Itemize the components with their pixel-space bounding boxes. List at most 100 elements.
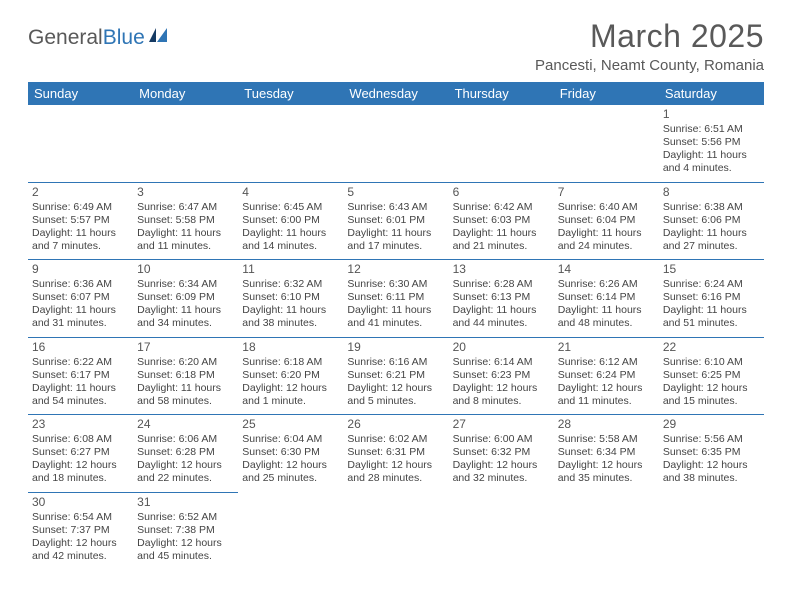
calendar-cell: 27Sunrise: 6:00 AMSunset: 6:32 PMDayligh… <box>449 415 554 493</box>
calendar-cell: 3Sunrise: 6:47 AMSunset: 5:58 PMDaylight… <box>133 182 238 260</box>
calendar-cell-empty <box>554 105 659 182</box>
day-number: 17 <box>137 340 234 355</box>
day-number: 4 <box>242 185 339 200</box>
sunset-text: Sunset: 6:28 PM <box>137 446 234 459</box>
daylight-text: Daylight: 12 hours and 32 minutes. <box>453 459 550 485</box>
day-number: 25 <box>242 417 339 432</box>
day-number: 12 <box>347 262 444 277</box>
calendar-cell-empty <box>449 105 554 182</box>
logo: GeneralBlue <box>28 18 171 50</box>
logo-text-blue: Blue <box>103 26 145 50</box>
sunset-text: Sunset: 6:30 PM <box>242 446 339 459</box>
day-number: 14 <box>558 262 655 277</box>
sunset-text: Sunset: 6:04 PM <box>558 214 655 227</box>
calendar-cell: 30Sunrise: 6:54 AMSunset: 7:37 PMDayligh… <box>28 492 133 569</box>
daylight-text: Daylight: 11 hours and 51 minutes. <box>663 304 760 330</box>
day-number: 24 <box>137 417 234 432</box>
sunset-text: Sunset: 6:03 PM <box>453 214 550 227</box>
day-number: 9 <box>32 262 129 277</box>
day-number: 1 <box>663 107 760 122</box>
sunset-text: Sunset: 6:13 PM <box>453 291 550 304</box>
sunset-text: Sunset: 6:23 PM <box>453 369 550 382</box>
day-number: 31 <box>137 495 234 510</box>
sunrise-text: Sunrise: 6:47 AM <box>137 201 234 214</box>
sunrise-text: Sunrise: 6:06 AM <box>137 433 234 446</box>
calendar-cell-empty <box>343 105 448 182</box>
sunset-text: Sunset: 6:21 PM <box>347 369 444 382</box>
calendar-row: 2Sunrise: 6:49 AMSunset: 5:57 PMDaylight… <box>28 182 764 260</box>
daylight-text: Daylight: 11 hours and 17 minutes. <box>347 227 444 253</box>
flag-icon <box>149 26 171 50</box>
calendar-cell: 22Sunrise: 6:10 AMSunset: 6:25 PMDayligh… <box>659 337 764 415</box>
daylight-text: Daylight: 12 hours and 18 minutes. <box>32 459 129 485</box>
calendar-cell: 1Sunrise: 6:51 AMSunset: 5:56 PMDaylight… <box>659 105 764 182</box>
header: GeneralBlue March 2025 Pancesti, Neamt C… <box>28 18 764 74</box>
day-header: Wednesday <box>343 82 448 105</box>
calendar-cell: 10Sunrise: 6:34 AMSunset: 6:09 PMDayligh… <box>133 260 238 338</box>
daylight-text: Daylight: 11 hours and 27 minutes. <box>663 227 760 253</box>
calendar-cell: 26Sunrise: 6:02 AMSunset: 6:31 PMDayligh… <box>343 415 448 493</box>
sunrise-text: Sunrise: 5:56 AM <box>663 433 760 446</box>
day-header: Thursday <box>449 82 554 105</box>
calendar-cell: 5Sunrise: 6:43 AMSunset: 6:01 PMDaylight… <box>343 182 448 260</box>
sunrise-text: Sunrise: 6:26 AM <box>558 278 655 291</box>
day-number: 29 <box>663 417 760 432</box>
daylight-text: Daylight: 11 hours and 54 minutes. <box>32 382 129 408</box>
calendar-cell: 23Sunrise: 6:08 AMSunset: 6:27 PMDayligh… <box>28 415 133 493</box>
daylight-text: Daylight: 11 hours and 11 minutes. <box>137 227 234 253</box>
daylight-text: Daylight: 11 hours and 14 minutes. <box>242 227 339 253</box>
sunset-text: Sunset: 6:10 PM <box>242 291 339 304</box>
calendar-cell: 21Sunrise: 6:12 AMSunset: 6:24 PMDayligh… <box>554 337 659 415</box>
calendar-cell: 9Sunrise: 6:36 AMSunset: 6:07 PMDaylight… <box>28 260 133 338</box>
calendar-cell: 25Sunrise: 6:04 AMSunset: 6:30 PMDayligh… <box>238 415 343 493</box>
sunset-text: Sunset: 6:27 PM <box>32 446 129 459</box>
day-number: 5 <box>347 185 444 200</box>
sunrise-text: Sunrise: 6:10 AM <box>663 356 760 369</box>
calendar-cell: 19Sunrise: 6:16 AMSunset: 6:21 PMDayligh… <box>343 337 448 415</box>
sunset-text: Sunset: 6:16 PM <box>663 291 760 304</box>
sunrise-text: Sunrise: 6:02 AM <box>347 433 444 446</box>
calendar-head: SundayMondayTuesdayWednesdayThursdayFrid… <box>28 82 764 105</box>
sunset-text: Sunset: 7:38 PM <box>137 524 234 537</box>
day-number: 21 <box>558 340 655 355</box>
calendar-cell: 12Sunrise: 6:30 AMSunset: 6:11 PMDayligh… <box>343 260 448 338</box>
day-number: 23 <box>32 417 129 432</box>
sunset-text: Sunset: 6:09 PM <box>137 291 234 304</box>
sunset-text: Sunset: 6:01 PM <box>347 214 444 227</box>
daylight-text: Daylight: 12 hours and 35 minutes. <box>558 459 655 485</box>
calendar-cell: 16Sunrise: 6:22 AMSunset: 6:17 PMDayligh… <box>28 337 133 415</box>
daylight-text: Daylight: 11 hours and 34 minutes. <box>137 304 234 330</box>
day-number: 10 <box>137 262 234 277</box>
day-number: 27 <box>453 417 550 432</box>
sunrise-text: Sunrise: 6:22 AM <box>32 356 129 369</box>
sunset-text: Sunset: 6:00 PM <box>242 214 339 227</box>
sunset-text: Sunset: 6:31 PM <box>347 446 444 459</box>
day-number: 28 <box>558 417 655 432</box>
calendar-cell: 13Sunrise: 6:28 AMSunset: 6:13 PMDayligh… <box>449 260 554 338</box>
sunset-text: Sunset: 6:35 PM <box>663 446 760 459</box>
calendar-row: 30Sunrise: 6:54 AMSunset: 7:37 PMDayligh… <box>28 492 764 569</box>
calendar-cell: 14Sunrise: 6:26 AMSunset: 6:14 PMDayligh… <box>554 260 659 338</box>
calendar-cell-empty <box>449 492 554 569</box>
sunrise-text: Sunrise: 6:51 AM <box>663 123 760 136</box>
sunset-text: Sunset: 6:18 PM <box>137 369 234 382</box>
calendar-cell-empty <box>28 105 133 182</box>
calendar-cell: 24Sunrise: 6:06 AMSunset: 6:28 PMDayligh… <box>133 415 238 493</box>
sunrise-text: Sunrise: 6:52 AM <box>137 511 234 524</box>
daylight-text: Daylight: 11 hours and 4 minutes. <box>663 149 760 175</box>
sunrise-text: Sunrise: 6:04 AM <box>242 433 339 446</box>
day-header: Saturday <box>659 82 764 105</box>
sunset-text: Sunset: 6:24 PM <box>558 369 655 382</box>
calendar-cell: 17Sunrise: 6:20 AMSunset: 6:18 PMDayligh… <box>133 337 238 415</box>
sunset-text: Sunset: 5:56 PM <box>663 136 760 149</box>
daylight-text: Daylight: 12 hours and 25 minutes. <box>242 459 339 485</box>
daylight-text: Daylight: 11 hours and 41 minutes. <box>347 304 444 330</box>
day-number: 8 <box>663 185 760 200</box>
calendar-row: 23Sunrise: 6:08 AMSunset: 6:27 PMDayligh… <box>28 415 764 493</box>
sunrise-text: Sunrise: 6:43 AM <box>347 201 444 214</box>
day-number: 3 <box>137 185 234 200</box>
sunrise-text: Sunrise: 6:20 AM <box>137 356 234 369</box>
daylight-text: Daylight: 11 hours and 44 minutes. <box>453 304 550 330</box>
calendar-cell: 20Sunrise: 6:14 AMSunset: 6:23 PMDayligh… <box>449 337 554 415</box>
calendar-cell: 2Sunrise: 6:49 AMSunset: 5:57 PMDaylight… <box>28 182 133 260</box>
